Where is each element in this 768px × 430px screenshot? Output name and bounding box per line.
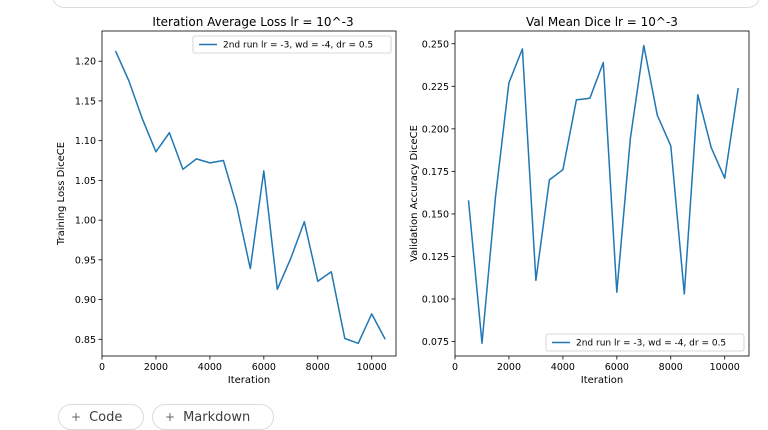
chart1-x-tick-label: 10000 xyxy=(357,362,387,373)
chart1-axes-frame xyxy=(101,30,397,357)
chart1-x-tick-label: 8000 xyxy=(306,362,330,373)
chart2-y-axis-label: Validation Accuracy DiceCE xyxy=(409,125,420,262)
chart2-x-tick-label: 2000 xyxy=(497,362,521,373)
chart2-y-tick-label: 0.100 xyxy=(422,294,449,305)
plus-icon: + xyxy=(71,410,82,424)
chart2-y-tick-label: 0.150 xyxy=(422,209,449,220)
chart2-y-tick-label: 0.200 xyxy=(422,124,449,135)
chart2-y-tick-label: 0.175 xyxy=(422,167,449,178)
chart1-y-tick-label: 0.85 xyxy=(75,335,96,346)
chart1-legend-label: 2nd run lr = -3, wd = -4, dr = 0.5 xyxy=(223,41,373,51)
chart2-x-tick-label: 6000 xyxy=(605,362,629,373)
chart2-axes-frame xyxy=(454,30,750,357)
chart2-series-line xyxy=(467,44,739,344)
chart1-x-tick-label: 6000 xyxy=(252,362,276,373)
chart1-x-tick-label: 2000 xyxy=(144,362,168,373)
chart2-x-tick-label: 0 xyxy=(452,362,458,373)
chart1-y-tick-label: 1.00 xyxy=(75,216,96,227)
chart2-legend-label: 2nd run lr = -3, wd = -4, dr = 0.5 xyxy=(576,339,726,349)
chart1-series-line xyxy=(114,50,386,345)
chart2-x-axis-label: Iteration xyxy=(581,375,623,386)
plus-icon: + xyxy=(165,410,176,424)
chart2-y-tick-label: 0.125 xyxy=(422,252,449,263)
chart1-y-tick-label: 1.10 xyxy=(75,136,96,147)
chart2-legend-box xyxy=(545,333,745,352)
chart2-y-tick-label: 0.250 xyxy=(422,39,449,50)
chart1-y-tick-label: 1.20 xyxy=(75,57,96,68)
chart2-x-tick-label: 8000 xyxy=(659,362,683,373)
chart1-title: Iteration Average Loss lr = 10^-3 xyxy=(152,15,353,29)
chart2-y-tick-label: 0.075 xyxy=(422,337,449,348)
chart1-x-tick-label: 4000 xyxy=(198,362,222,373)
chart2-y-tick-label: 0.225 xyxy=(422,82,449,93)
add-code-button[interactable]: + Code xyxy=(58,404,144,430)
chart1-x-axis-label: Iteration xyxy=(228,375,270,386)
chart1-y-tick-label: 0.95 xyxy=(75,255,96,266)
chart1-x-tick-label: 0 xyxy=(99,362,105,373)
chart1-y-tick-label: 1.05 xyxy=(75,176,96,187)
chart2-x-tick-label: 4000 xyxy=(551,362,575,373)
chart2-x-tick-label: 10000 xyxy=(710,362,740,373)
chart1-y-axis-label: Training Loss DiceCE xyxy=(56,142,67,246)
chart1-legend-box xyxy=(192,35,392,54)
add-text-button[interactable]: + Markdown xyxy=(152,404,274,430)
figure: Iteration Average Loss lr = 10^-3 0 2000 40… xyxy=(56,15,750,386)
chart2-title: Val Mean Dice lr = 10^-3 xyxy=(526,15,678,29)
add-text-label: Markdown xyxy=(183,410,251,425)
chart1-y-tick-label: 1.15 xyxy=(75,96,96,107)
add-code-label: Code xyxy=(89,410,123,425)
chart1-y-tick-label: 0.90 xyxy=(75,295,96,306)
